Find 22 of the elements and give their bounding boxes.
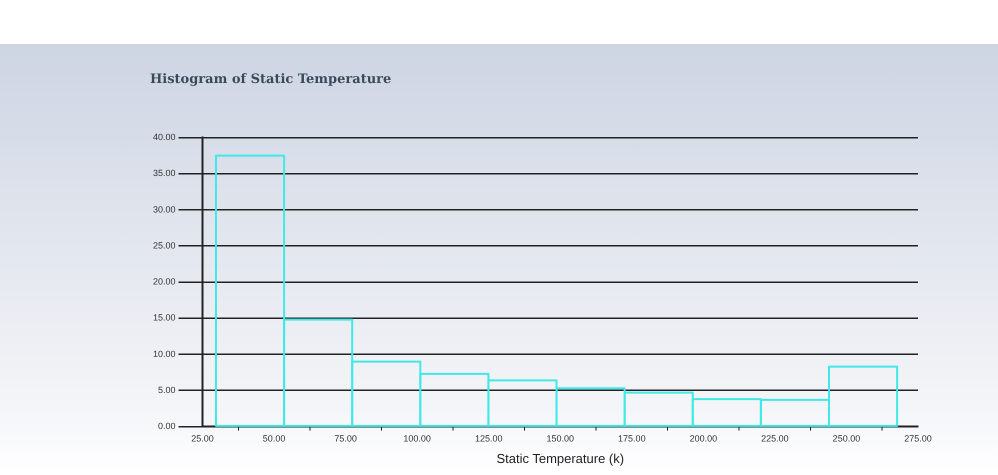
chart-title: Histogram of Static Temperature (150, 72, 392, 88)
y-tick-label: 35.00 (152, 168, 176, 178)
y-tick-label: 20.00 (152, 276, 176, 287)
x-tick-label: 75.00 (334, 433, 357, 444)
y-tick-label: 0.00 (158, 421, 176, 432)
x-tick-label: 200.00 (690, 433, 718, 444)
y-tick-label: 25.00 (152, 240, 176, 250)
x-tick-label: 25.00 (191, 433, 214, 444)
y-tick-label: 30.00 (152, 204, 176, 214)
y-tick-label: 15.00 (152, 312, 176, 323)
x-tick-label: 150.00 (546, 433, 574, 444)
x-axis-title: Static Temperature (k) (496, 450, 624, 466)
y-tick-label: 40.00 (152, 132, 176, 142)
x-tick-label: 100.00 (403, 433, 431, 444)
x-tick-label: 225.00 (761, 433, 789, 444)
y-tick-label: 10.00 (152, 348, 176, 359)
y-tick-label: 5.00 (158, 384, 176, 395)
x-tick-label: 275.00 (904, 433, 932, 444)
x-tick-label: 175.00 (618, 433, 646, 444)
x-tick-label: 50.00 (262, 433, 286, 444)
x-tick-label: 250.00 (832, 433, 860, 444)
x-tick-label: 125.00 (474, 433, 502, 444)
